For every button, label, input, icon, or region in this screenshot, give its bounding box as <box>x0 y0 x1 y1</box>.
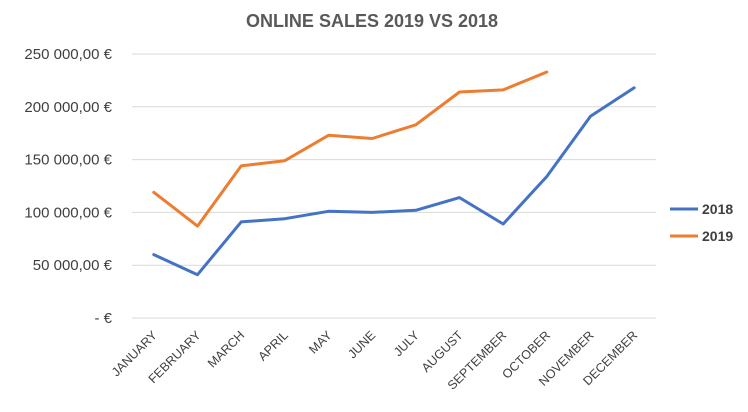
x-tick-label: MAY <box>306 328 335 357</box>
x-tick-label: MARCH <box>205 328 247 370</box>
x-tick-label: JUNE <box>345 328 378 361</box>
y-tick-label: 200 000,00 € <box>24 99 112 116</box>
series-lines <box>152 70 636 277</box>
series-line-2018 <box>152 86 636 277</box>
x-tick-label: JULY <box>391 328 422 359</box>
x-tick-label: APRIL <box>255 328 290 363</box>
y-tick-label: 250 000,00 € <box>24 46 112 63</box>
legend-label-2018: 2018 <box>702 201 733 217</box>
y-tick-label: - € <box>94 310 112 327</box>
y-tick-label: 50 000,00 € <box>33 257 113 274</box>
y-axis-ticks: - € 50 000,00 € 100 000,00 € 150 000,00 € 20… <box>24 46 112 327</box>
series-line-2019 <box>152 70 549 228</box>
chart-title: ONLINE SALES 2019 VS 2018 <box>246 11 498 31</box>
y-tick-label: 150 000,00 € <box>24 152 112 169</box>
gridlines <box>132 53 656 319</box>
y-tick-label: 100 000,00 € <box>24 204 112 221</box>
legend: 2018 2019 <box>670 201 733 244</box>
legend-label-2019: 2019 <box>702 228 733 244</box>
